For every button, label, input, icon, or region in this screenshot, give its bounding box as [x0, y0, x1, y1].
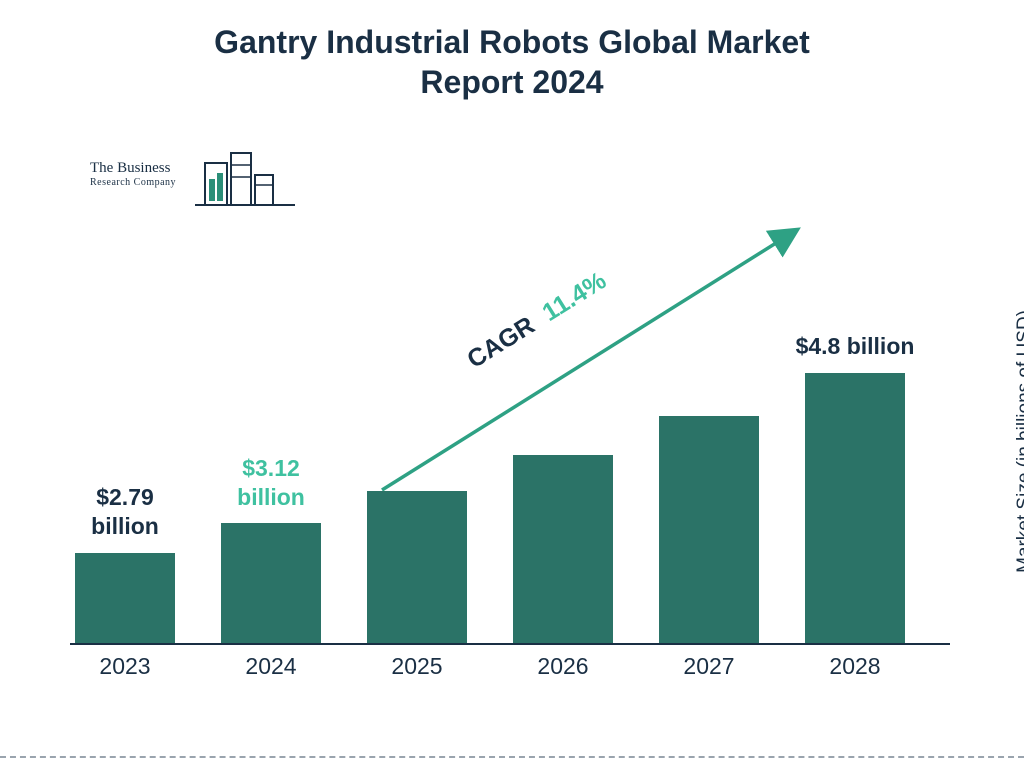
x-axis-label: 2026: [503, 653, 623, 680]
footer-dashed-line: [0, 756, 1024, 758]
bar: [513, 455, 613, 643]
x-axis-label: 2023: [65, 653, 185, 680]
x-axis-label: 2025: [357, 653, 477, 680]
cagr-prefix: CAGR: [462, 311, 539, 374]
bar: [805, 373, 905, 643]
bar-value-label: $3.12billion: [211, 454, 331, 512]
chart-title: Gantry Industrial Robots Global Market R…: [0, 22, 1024, 102]
chart-baseline: [70, 643, 950, 645]
bar-chart: CAGR 11.4% 2023$2.79billion2024$3.12bill…: [70, 150, 950, 680]
bar: [367, 491, 467, 643]
x-axis-label: 2027: [649, 653, 769, 680]
bar-value-label: $2.79billion: [65, 483, 185, 541]
x-axis-label: 2024: [211, 653, 331, 680]
x-axis-label: 2028: [795, 653, 915, 680]
cagr-label: CAGR 11.4%: [462, 266, 611, 374]
bar-value-label: $4.8 billion: [775, 332, 935, 361]
bar: [221, 523, 321, 643]
y-axis-label: Market Size (in billions of USD): [1014, 310, 1024, 573]
cagr-value: 11.4%: [537, 266, 611, 327]
bar: [659, 416, 759, 643]
chart-title-line1: Gantry Industrial Robots Global Market: [0, 22, 1024, 62]
chart-title-line2: Report 2024: [0, 62, 1024, 102]
bar: [75, 553, 175, 643]
